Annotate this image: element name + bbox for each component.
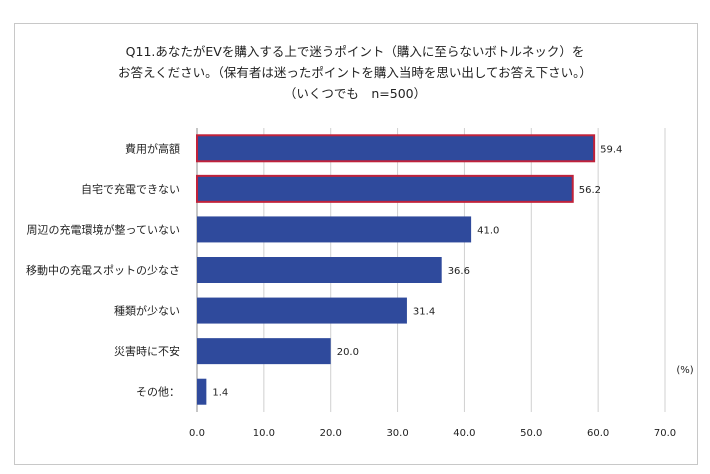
title-line-2: お答えください。（保有者は迷ったポイントを購入当時を思い出してお答え下さい。） (118, 65, 592, 80)
x-tick-label: 60.0 (587, 428, 609, 439)
title-line-1: Q11.あなたがEVを購入する上で迷うポイント（購入に至らないボトルネック）を (125, 44, 585, 59)
data-label: 36.6 (448, 266, 470, 277)
category-label: 自宅で充電できない (81, 182, 180, 196)
x-tick-label: 40.0 (453, 428, 475, 439)
value-labels: 59.4 56.2 41.0 36.6 31.4 20.0 1.4 (212, 144, 622, 398)
bar-5 (197, 338, 331, 365)
bar-2 (197, 216, 472, 243)
data-label: 20.0 (337, 347, 359, 358)
bars (196, 134, 596, 405)
chart-title: Q11.あなたがEVを購入する上で迷うポイント（購入に至らないボトルネック）を … (0, 41, 710, 104)
x-tick-label: 10.0 (253, 428, 275, 439)
category-labels: 費用が高額自宅で充電できない周辺の充電環境が整っていない移動中の充電スポットの少… (26, 141, 180, 398)
category-label: 費用が高額 (125, 141, 180, 155)
data-label: 1.4 (212, 388, 228, 399)
x-axis-ticks: 0.0 10.0 20.0 30.0 40.0 50.0 60.0 70.0 (189, 428, 676, 439)
x-tick-label: 20.0 (320, 428, 342, 439)
x-tick-label: 70.0 (654, 428, 676, 439)
category-label: 移動中の充電スポットの少なさ (26, 263, 180, 277)
data-label: 56.2 (579, 185, 601, 196)
data-label: 59.4 (600, 144, 622, 155)
title-line-3: （いくつでも n=500） (283, 86, 427, 101)
data-label: 31.4 (413, 307, 435, 318)
category-label: 周辺の充電環境が整っていない (27, 222, 180, 236)
bar-3 (197, 257, 442, 283)
x-tick-label: 0.0 (189, 428, 205, 439)
bar-4 (197, 297, 407, 324)
x-tick-label: 30.0 (386, 428, 408, 439)
unit-label: (%) (676, 365, 693, 376)
bar-6 (197, 378, 207, 405)
x-tick-label: 50.0 (520, 428, 542, 439)
category-label: 種類が少ない (114, 304, 180, 318)
bar-1 (196, 174, 574, 203)
chart-frame (14, 23, 698, 465)
category-label: 災害時に不安 (114, 344, 180, 358)
data-label: 41.0 (477, 225, 499, 236)
bar-0 (196, 134, 596, 163)
category-label: その他： (136, 386, 180, 399)
